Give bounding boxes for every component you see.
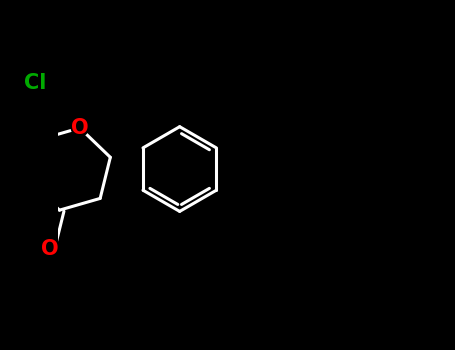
Circle shape: [41, 241, 58, 258]
Circle shape: [71, 119, 88, 136]
Text: O: O: [71, 118, 89, 138]
Text: O: O: [41, 239, 59, 259]
Text: Cl: Cl: [24, 73, 46, 93]
Circle shape: [24, 72, 46, 94]
